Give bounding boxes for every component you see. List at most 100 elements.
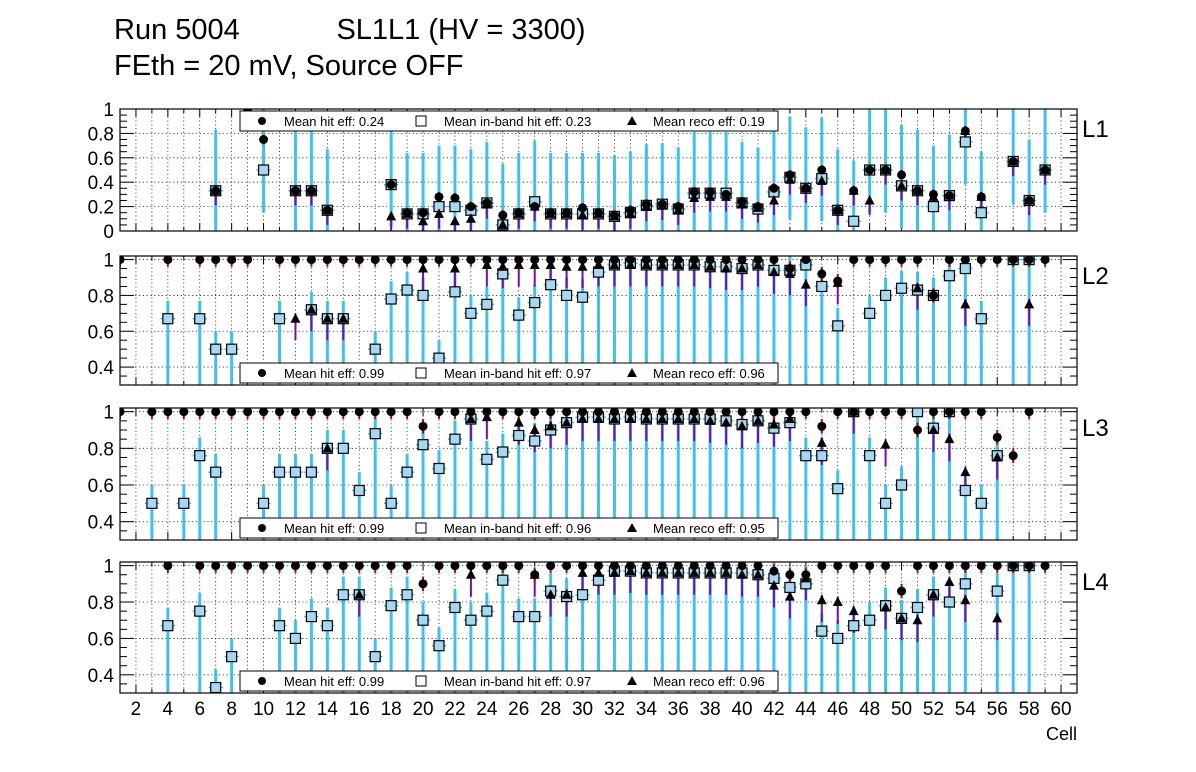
inband-point <box>401 466 413 478</box>
reco-point <box>577 209 588 220</box>
hit-point <box>721 408 731 417</box>
inband-point <box>369 651 381 663</box>
reco-point <box>625 565 636 576</box>
legend-reco-marker <box>627 523 637 532</box>
inband-point <box>353 484 365 497</box>
hit-point <box>434 408 444 417</box>
reco-point <box>784 591 795 601</box>
panel-l3: 0.4 0.6 0.8 1 Mean hit eff: 0.99 Mean in-band… <box>88 403 1109 541</box>
hit-point <box>594 256 603 265</box>
legend-hit-marker <box>258 524 266 532</box>
hit-point <box>402 256 412 265</box>
hit-point <box>466 202 476 212</box>
reco-point <box>753 259 763 269</box>
inband-point <box>433 640 445 652</box>
hit-point <box>928 562 938 571</box>
hit-point <box>833 276 843 286</box>
reco-point <box>625 413 636 423</box>
x-tick-label: 34 <box>636 699 658 720</box>
inband-point <box>911 601 924 614</box>
y-tick-label: 1 <box>103 251 114 272</box>
inband-point <box>545 279 557 291</box>
x-tick-label: 12 <box>285 699 306 720</box>
legend: Mean hit eff: 0.99 Mean in-band hit eff: … <box>239 362 779 384</box>
inband-point <box>465 307 477 319</box>
hit-point <box>1040 165 1050 175</box>
inband-point <box>449 433 461 445</box>
legend-inband-label: Mean in-band hit eff: 0.97 <box>444 366 591 381</box>
hit-point <box>338 562 348 571</box>
hit-point <box>562 562 572 571</box>
inband-point <box>513 309 525 321</box>
hit-point <box>817 562 827 571</box>
inband-point <box>560 289 573 302</box>
hit-point <box>913 256 922 265</box>
reco-point <box>641 413 652 423</box>
hit-point <box>1040 562 1050 571</box>
hit-point <box>275 256 284 265</box>
inband-point <box>959 136 971 148</box>
hit-point <box>705 187 715 197</box>
x-tick-label: 28 <box>540 699 561 720</box>
inband-point <box>385 600 397 612</box>
hit-point <box>673 562 683 571</box>
reco-point <box>753 415 763 425</box>
inband-point <box>210 343 222 355</box>
reco-point <box>768 419 779 429</box>
data-points <box>120 256 1050 385</box>
hit-point <box>594 562 603 571</box>
hit-point <box>530 256 540 265</box>
reco-point <box>880 439 891 449</box>
inband-point <box>465 614 477 626</box>
hit-point <box>370 562 380 571</box>
reco-point <box>322 313 333 323</box>
reco-point <box>577 413 588 423</box>
panel-frame <box>119 561 1078 694</box>
y-tick-label: 1 <box>103 557 114 578</box>
hit-point <box>753 256 763 265</box>
inband-point <box>513 610 525 623</box>
y-axis: 0.4 0.6 0.8 1 <box>88 557 1077 694</box>
legend-hit-label: Mean hit eff: 0.99 <box>284 674 384 689</box>
inband-point <box>449 286 461 298</box>
hit-point <box>944 256 954 265</box>
reco-point <box>529 424 540 434</box>
hit-point <box>354 408 364 417</box>
hit-point <box>785 408 795 417</box>
hit-point <box>913 186 922 196</box>
inband-point <box>991 585 1003 597</box>
hit-point <box>370 256 380 265</box>
panel-frame <box>119 255 1078 386</box>
reco-point <box>673 259 684 269</box>
hit-point <box>737 256 747 265</box>
legend-inband-marker <box>415 115 427 127</box>
reco-point <box>960 298 971 309</box>
x-tick-label: 16 <box>349 699 370 720</box>
reco-point <box>721 417 732 427</box>
hit-point <box>960 256 970 265</box>
hit-point <box>386 562 396 571</box>
hit-point <box>402 408 412 417</box>
hit-point <box>195 256 205 265</box>
hit-point <box>1008 562 1018 571</box>
hit-point <box>275 408 284 417</box>
inband-point <box>879 289 892 302</box>
x-axis-label: Cell <box>1046 724 1077 744</box>
reco-point <box>737 263 748 273</box>
layer-label: L3 <box>1082 415 1109 442</box>
reco-point <box>641 567 652 577</box>
reco-point <box>753 569 763 579</box>
legend-box <box>239 362 779 384</box>
hit-point <box>1024 256 1034 265</box>
hit-point <box>625 256 635 265</box>
reco-point <box>609 567 620 577</box>
hit-point <box>514 208 524 218</box>
inband-point <box>305 466 317 478</box>
inband-point <box>226 651 238 663</box>
y-tick-label: 0 <box>103 222 114 243</box>
panel-l2: 0.4 0.6 0.8 1 Mean hit eff: 0.99 Mean in-band… <box>88 251 1109 386</box>
hit-point <box>578 203 588 213</box>
hit-point <box>562 208 572 218</box>
hit-point <box>625 408 635 417</box>
hit-point <box>530 408 540 417</box>
